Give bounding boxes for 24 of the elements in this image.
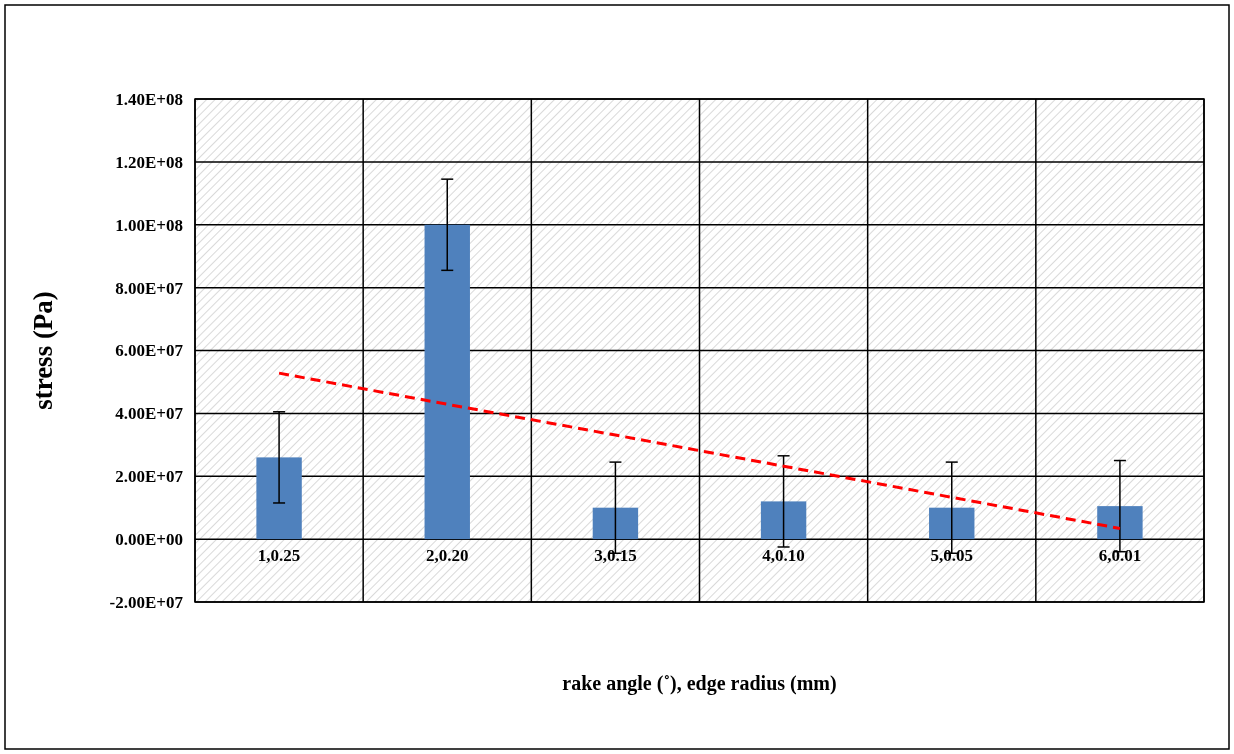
bar: [256, 457, 302, 540]
y-tick-label: 6.00E+07: [115, 341, 184, 361]
y-tick-label: 0.00E+00: [115, 530, 183, 550]
y-tick-label: 1.20E+08: [115, 152, 183, 172]
x-tick-label: 3,0.15: [594, 546, 637, 566]
x-axis-title: rake angle (˚), edge radius (mm): [562, 672, 837, 695]
y-axis-title: stress (Pa): [28, 291, 58, 410]
x-tick-label: 4,0.10: [762, 546, 805, 566]
bar: [929, 507, 975, 540]
y-tick-label: 4.00E+07: [115, 404, 184, 424]
bar: [424, 224, 470, 540]
x-tick-label: 6,0.01: [1098, 546, 1142, 566]
y-tick-label: 2.00E+07: [115, 467, 184, 487]
x-tick-label: 5,0.05: [930, 546, 973, 566]
y-tick-label: -2.00E+07: [109, 592, 184, 612]
line-series: [277, 371, 1122, 530]
bar: [760, 501, 807, 540]
y-tick-label: 1.00E+08: [115, 215, 183, 235]
bar: [1097, 506, 1143, 540]
y-tick-label: 8.00E+07: [115, 278, 184, 298]
x-tick-label: 2,0.20: [426, 546, 469, 566]
y-tick-label: 1.40E+08: [115, 89, 183, 109]
bar: [592, 507, 639, 540]
x-tick-label: 1,0.25: [257, 546, 301, 566]
